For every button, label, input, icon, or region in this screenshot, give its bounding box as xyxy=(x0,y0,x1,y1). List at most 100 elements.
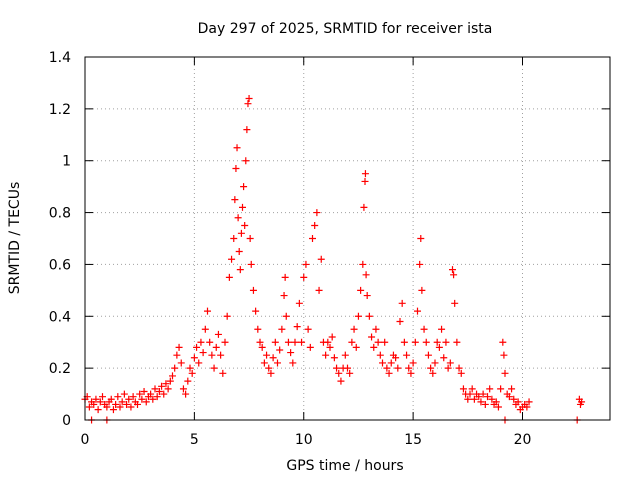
data-point xyxy=(433,338,441,346)
data-point xyxy=(246,235,254,242)
data-point xyxy=(85,403,93,411)
data-point xyxy=(468,385,476,393)
data-point xyxy=(243,126,251,134)
data-point xyxy=(282,312,290,320)
data-point xyxy=(240,183,248,191)
data-point xyxy=(173,351,181,359)
data-point xyxy=(160,390,168,398)
y-tick-label: 0.6 xyxy=(49,257,71,273)
data-point xyxy=(112,400,120,408)
data-point xyxy=(129,393,137,401)
data-point xyxy=(175,343,183,351)
data-point xyxy=(494,403,502,411)
data-point xyxy=(241,222,249,230)
data-point xyxy=(204,307,211,315)
data-point xyxy=(523,403,531,411)
data-point xyxy=(444,364,452,372)
data-point xyxy=(442,338,450,346)
data-point xyxy=(379,359,386,367)
data-point xyxy=(142,398,150,406)
data-point xyxy=(357,286,365,294)
data-point xyxy=(470,395,478,403)
y-tick-label: 1 xyxy=(62,154,71,170)
x-axis-label: GPS time / hours xyxy=(286,458,403,474)
data-point xyxy=(508,385,516,393)
data-point xyxy=(341,351,349,359)
data-point xyxy=(376,351,384,359)
data-point xyxy=(245,94,253,102)
data-point xyxy=(488,395,496,403)
data-point xyxy=(171,364,179,372)
y-tick-label: 0.2 xyxy=(49,361,71,377)
data-point xyxy=(252,307,260,315)
data-point xyxy=(446,359,454,367)
data-point xyxy=(499,338,507,346)
data-point xyxy=(385,369,393,377)
data-point xyxy=(335,369,343,377)
data-point xyxy=(422,338,430,346)
x-tick-label: 0 xyxy=(81,432,90,448)
data-point xyxy=(274,359,281,367)
data-point xyxy=(438,325,446,333)
data-point xyxy=(244,100,252,108)
data-point xyxy=(123,400,131,408)
x-tick-label: 15 xyxy=(404,432,422,448)
data-point xyxy=(392,354,400,362)
data-point xyxy=(311,222,319,230)
data-point xyxy=(239,203,246,211)
data-point xyxy=(346,369,354,377)
data-point xyxy=(233,144,241,152)
data-point xyxy=(354,312,362,320)
data-point xyxy=(370,343,378,351)
data-point xyxy=(501,369,509,377)
data-point xyxy=(271,338,279,346)
data-point xyxy=(505,393,513,401)
data-point xyxy=(236,266,244,274)
data-point xyxy=(278,325,286,333)
data-point xyxy=(328,333,336,341)
data-point xyxy=(405,364,413,372)
data-point xyxy=(231,196,239,204)
data-point xyxy=(450,271,458,279)
data-point xyxy=(269,354,277,362)
data-point xyxy=(284,338,292,346)
plot-frame xyxy=(84,56,611,421)
data-point xyxy=(197,338,205,346)
data-point xyxy=(449,266,456,274)
data-point xyxy=(497,385,505,393)
data-point xyxy=(429,369,437,377)
data-point xyxy=(324,338,332,346)
data-point xyxy=(440,354,448,362)
data-point xyxy=(125,395,133,403)
data-point xyxy=(298,338,306,346)
data-point xyxy=(280,292,288,300)
data-point xyxy=(381,338,389,346)
data-point xyxy=(293,323,301,331)
data-point xyxy=(464,395,472,403)
data-point xyxy=(431,359,439,367)
y-tick-label: 0.4 xyxy=(49,309,71,325)
data-point xyxy=(116,403,124,411)
data-point xyxy=(359,260,367,268)
data-point xyxy=(134,400,141,408)
grid xyxy=(85,57,610,420)
data-point xyxy=(118,398,126,406)
data-point xyxy=(249,286,257,294)
data-point xyxy=(149,395,157,403)
data-point xyxy=(400,338,408,346)
x-tick-label: 20 xyxy=(514,432,532,448)
data-point xyxy=(182,390,190,398)
data-point xyxy=(214,330,222,338)
data-point xyxy=(313,209,321,217)
data-point xyxy=(362,271,370,279)
data-point xyxy=(94,406,102,414)
data-point xyxy=(265,364,273,372)
y-tick-label: 0.8 xyxy=(49,206,71,222)
data-point xyxy=(221,338,229,346)
data-point xyxy=(155,387,163,395)
data-point xyxy=(457,369,465,377)
data-point xyxy=(525,398,533,406)
data-point xyxy=(407,369,415,377)
data-point xyxy=(190,354,198,362)
data-point xyxy=(317,255,325,263)
